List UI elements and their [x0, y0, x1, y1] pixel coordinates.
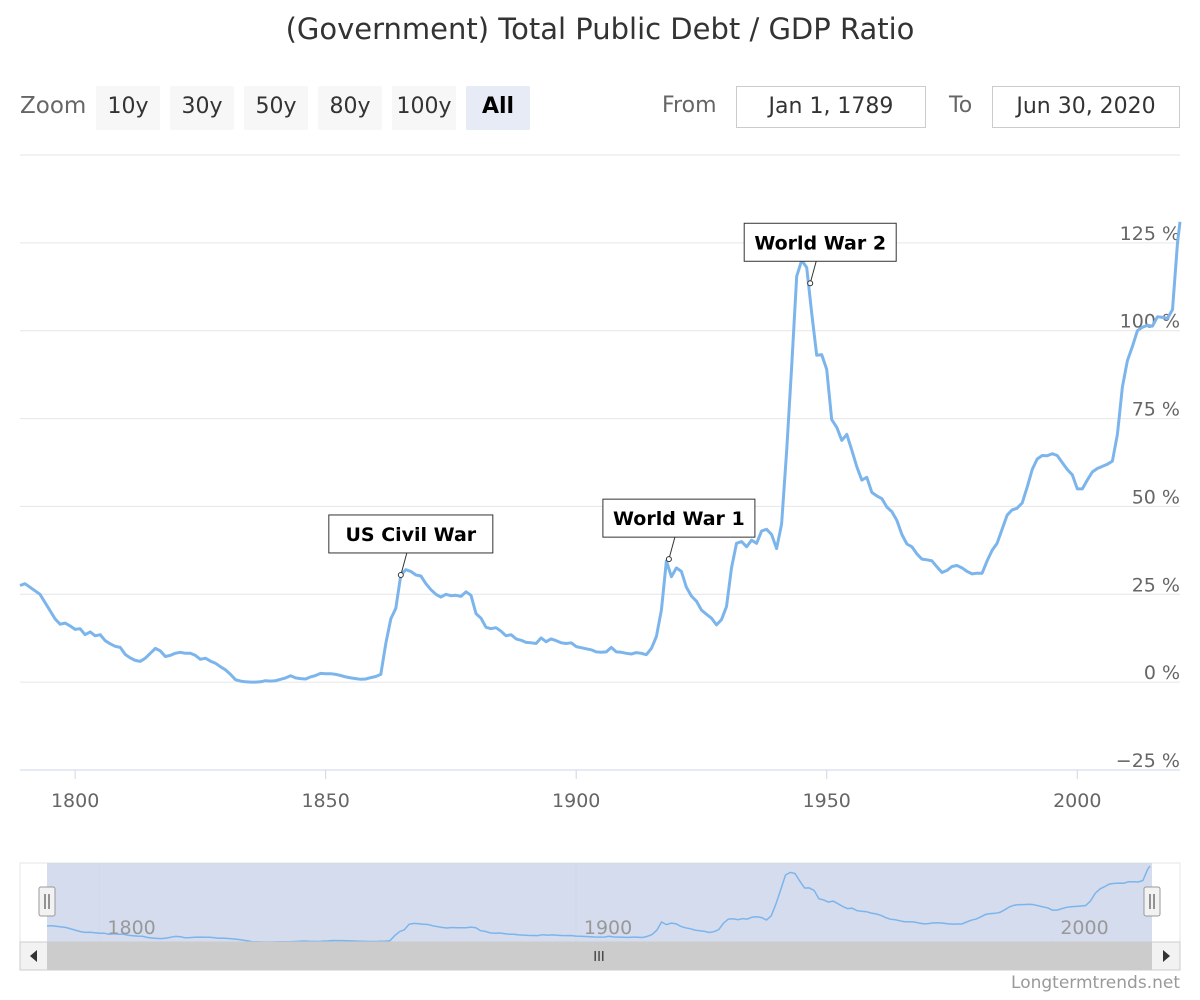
series-line[interactable]: [19, 221, 1182, 684]
zoom-all-button[interactable]: All: [466, 86, 530, 130]
navigator-scrollbar[interactable]: III: [19, 941, 1181, 971]
navigator-left-handle[interactable]: [38, 886, 56, 917]
x-tick-label: 1900: [552, 790, 600, 812]
grid-lines: [20, 154, 1180, 771]
scroll-right-arrow-icon[interactable]: [1163, 950, 1170, 962]
annotation-world-war-1: World War 1: [602, 498, 756, 563]
annotation-label: US Civil War: [345, 524, 476, 546]
scrollbar-grip: III: [593, 950, 605, 965]
y-tick-label: 75 %: [1132, 399, 1180, 421]
annotation-label: World War 1: [613, 508, 745, 530]
x-tick-label: 1850: [301, 790, 349, 812]
zoom-80y-button[interactable]: 80y: [318, 86, 382, 130]
zoom-100y-button[interactable]: 100y: [392, 86, 456, 130]
annotation-point: [807, 280, 814, 287]
annotation-connector: [668, 537, 676, 560]
x-axis: 1800 1850 1900 1950 2000: [20, 769, 1180, 812]
x-tick-label: 2000: [1053, 790, 1101, 812]
navigator-tick-label: 1900: [584, 917, 632, 939]
from-label: From: [662, 93, 717, 118]
zoom-50y-button[interactable]: 50y: [244, 86, 308, 130]
x-tick-label: 1950: [803, 790, 851, 812]
navigator[interactable]: III 1800 1900 2000: [19, 862, 1181, 971]
annotation-point: [665, 556, 672, 563]
y-tick-label: 0 %: [1144, 662, 1180, 684]
y-axis: 125 % 100 % 75 % 50 % 25 % 0 % −25 %: [1116, 223, 1180, 772]
navigator-right-handle[interactable]: [1143, 886, 1161, 917]
navigator-tick-label: 1800: [107, 917, 155, 939]
chart-title: (Government) Total Public Debt / GDP Rat…: [285, 12, 915, 46]
from-date-input[interactable]: Jan 1, 1789: [736, 86, 926, 128]
annotation-connector: [809, 261, 817, 284]
navigator-ticks: 1800 1900 2000: [107, 917, 1108, 939]
x-tick-label: 1800: [51, 790, 99, 812]
annotation-world-war-2: World War 2: [743, 222, 897, 287]
annotation-box: [328, 514, 494, 554]
annotation-box: [743, 222, 897, 262]
annotation-us-civil-war: US Civil War: [328, 514, 494, 578]
navigator-series-line: [46, 865, 1151, 943]
scroll-left-arrow-icon[interactable]: [30, 950, 37, 962]
source-credit[interactable]: Longtermtrends.net: [1011, 973, 1180, 993]
annotation-label: World War 2: [754, 232, 886, 254]
zoom-label: Zoom: [20, 93, 87, 119]
y-tick-label: −25 %: [1116, 750, 1180, 772]
y-tick-label: 100 %: [1120, 311, 1180, 333]
annotation-box: [602, 498, 756, 538]
annotation-connector: [400, 552, 408, 576]
navigator-mask[interactable]: [47, 863, 1152, 942]
to-date-input[interactable]: Jun 30, 2020: [992, 86, 1180, 128]
zoom-30y-button[interactable]: 30y: [170, 86, 234, 130]
annotation-point: [397, 571, 404, 578]
to-label: To: [949, 93, 973, 118]
y-tick-label: 50 %: [1132, 486, 1180, 508]
y-tick-label: 125 %: [1120, 223, 1180, 245]
zoom-10y-button[interactable]: 10y: [96, 86, 160, 130]
navigator-tick-label: 2000: [1060, 917, 1108, 939]
scrollbar-thumb[interactable]: [47, 942, 1152, 970]
y-tick-label: 25 %: [1132, 574, 1180, 596]
annotations: US Civil War World War 1 World War 2: [328, 222, 897, 578]
